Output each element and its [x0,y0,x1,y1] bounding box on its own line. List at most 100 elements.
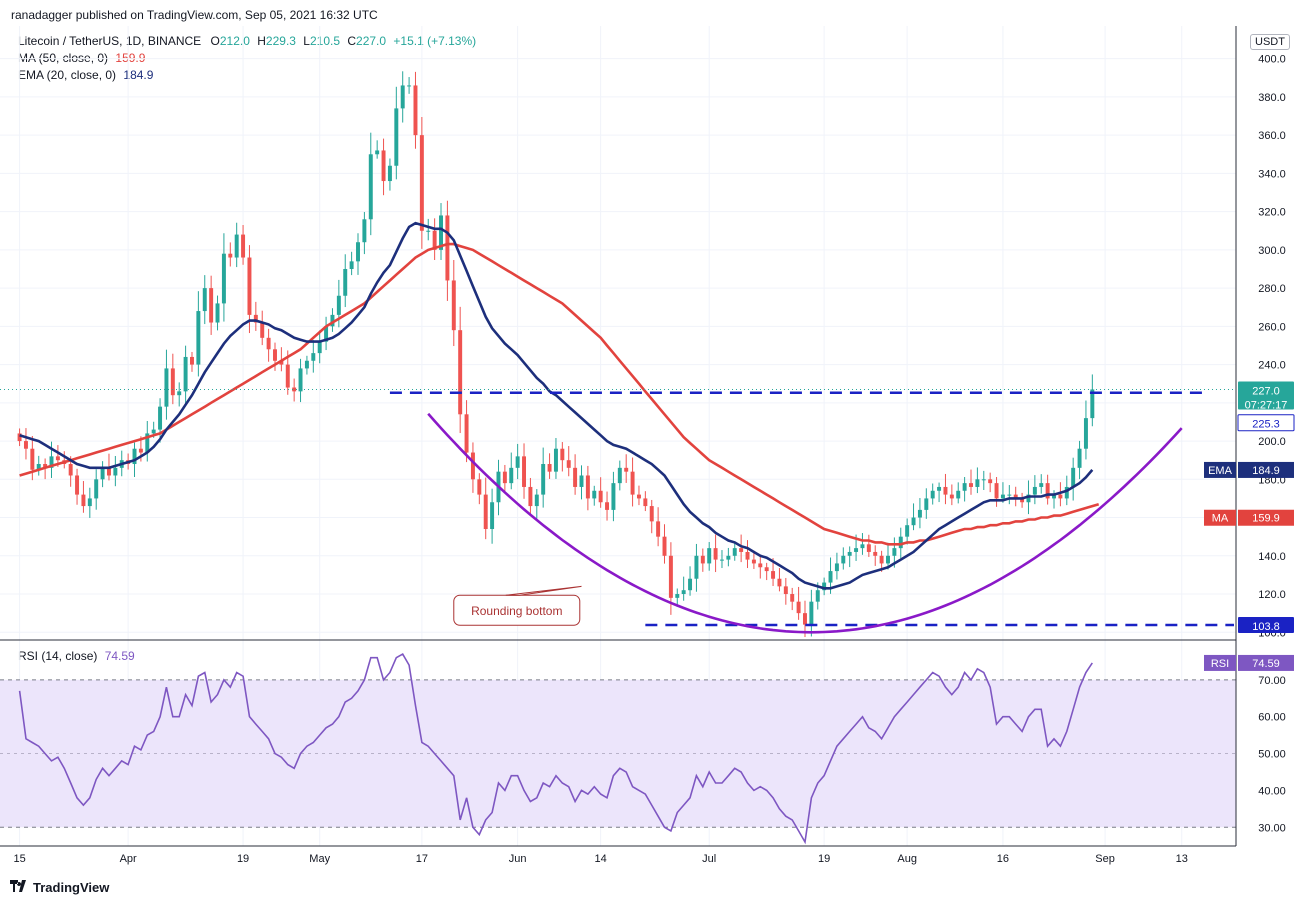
candle [470,442,475,493]
candle [758,556,763,579]
candle [707,542,712,571]
candle-body [445,215,450,281]
candle-body [809,601,814,625]
candle [311,340,316,373]
candle-body [937,486,942,491]
candle [190,351,194,372]
candle [751,550,756,569]
candle [266,328,271,362]
rsi-badge-name: RSI [1211,658,1229,670]
candle [413,71,418,149]
candle-body [547,464,552,472]
candle-body [969,483,973,487]
ohlc-high: 229.3 [265,34,296,48]
candle-body [509,467,514,484]
candle [100,461,105,488]
candle [860,533,865,555]
candle-body [432,230,437,250]
axes: 15 Apr 19 May 17 Jun 14 Jul 19 Aug 16 Sep 13100.0120… [0,26,1295,865]
candle-body [1090,389,1095,419]
candle [502,464,507,491]
candle-body [803,613,807,625]
price-tick-label: 120.0 [1258,589,1286,601]
candle-body [988,479,993,484]
candle [745,540,750,569]
last-price-badge-text: 227.0 [1252,385,1280,397]
support-badge: 103.8 [1238,616,1294,633]
candle-body [592,490,597,499]
rsi-tick-label: 30.00 [1258,822,1286,834]
candle [585,465,590,511]
candle-body [483,494,488,530]
candle-body [745,551,750,560]
candle [719,550,724,569]
symbol-name[interactable]: Litecoin / TetherUS, 1D, BINANCE [18,34,202,48]
candle-body [1007,494,1012,496]
candle [975,467,980,494]
currency-badge[interactable]: USDT [1250,34,1290,50]
candle-body [541,464,546,495]
ohlc-low-label: L [303,34,310,48]
candle-body [247,257,252,315]
candle-body [700,555,705,564]
tradingview-brand[interactable]: TradingView [10,880,109,895]
ma-legend[interactable]: MA (50, close, 0) 159.9 [18,51,145,65]
ema-legend[interactable]: EMA (20, close, 0) 184.9 [18,68,153,82]
candle [930,483,935,505]
candle [362,212,367,255]
candle-body [771,571,776,579]
candle [700,548,705,572]
candle [330,308,335,332]
candle [509,452,514,490]
candle-body [375,150,380,155]
candle [145,420,150,462]
candle-body [1000,494,1005,499]
candle-body [713,548,718,560]
candle [81,481,86,513]
candle [215,295,220,331]
candle [796,586,801,620]
candle [886,542,890,570]
candle [790,587,795,611]
candle-body [106,467,111,476]
candle [605,491,610,521]
ma-badge-value: 159.9 [1252,513,1280,525]
candle [764,562,769,581]
candle [1077,440,1082,480]
candle-body [426,230,431,232]
candle [962,477,967,502]
candle-body [23,441,28,449]
candle-body [573,467,578,487]
candle-body [707,548,712,564]
publisher-line: ranadagger published on TradingView.com,… [11,8,378,22]
candle-body [719,559,724,561]
candle [432,218,437,261]
candle-body [1045,483,1050,499]
candle [458,306,463,434]
candle [834,552,839,580]
time-tick-label: Aug [897,853,917,865]
candle [400,71,405,123]
candle [866,534,871,557]
candle-body [898,536,903,549]
candle-body [630,471,635,495]
rsi-legend[interactable]: RSI (14, close) 74.59 [18,649,135,663]
candle-body [55,456,60,461]
candle-body [1032,486,1037,495]
candle-body [49,456,54,468]
candle-body [924,498,929,510]
candle-body [336,295,341,315]
candle [949,484,954,506]
resistance-badge-text: 225.3 [1252,419,1280,431]
candle-body [694,555,699,579]
candle-body [905,525,910,537]
candle [241,225,246,265]
candle-body [688,578,693,591]
time-tick-label: 17 [416,853,428,865]
time-tick-label: Jun [509,853,527,865]
candle-body [662,536,667,556]
candle [553,438,558,479]
candle [924,488,929,519]
